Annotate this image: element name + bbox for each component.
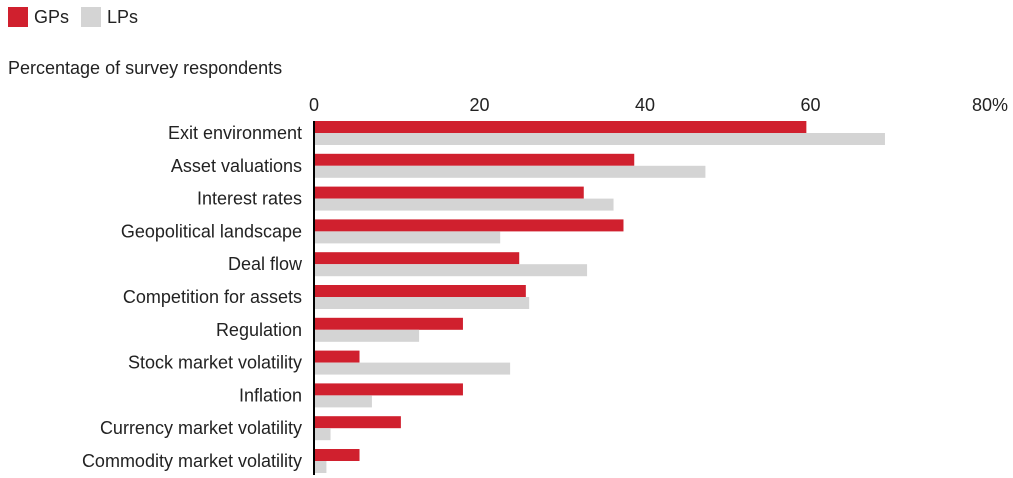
bar-gps [314,252,520,265]
x-tick-labels: 0 20 40 60 80% [309,95,1008,115]
legend-label-gps: GPs [34,7,70,27]
category-label: Geopolitical landscape [121,221,302,241]
legend-swatch-lps [81,7,102,27]
legend-item-lps: LPs [81,6,138,28]
bar-lps [314,297,530,309]
x-tick-label: 80% [972,95,1008,115]
bar-lps [314,329,420,342]
bar-gps [314,350,360,363]
bar-lps [314,231,501,244]
chart-subtitle: Percentage of survey respondents [8,58,283,78]
x-tick-label: 20 [469,95,489,115]
x-tick-label: 60 [800,95,820,115]
category-label: Exit environment [168,123,302,143]
category-label: Currency market volatility [100,418,302,438]
legend-label-lps: LPs [107,7,139,27]
bar-gps [314,285,526,297]
bar-lps [314,461,327,473]
bar-gps [314,449,360,461]
bar-gps [314,153,635,166]
legend: GPs LPs [8,6,138,28]
bar-gps [314,219,624,232]
legend-item-gps: GPs [8,6,69,28]
category-labels: Exit environment Asset valuations Interest… [82,123,303,471]
bar-gps [314,416,401,429]
category-label: Deal flow [228,254,303,274]
x-tick-label: 0 [309,95,319,115]
bar-gps [314,121,807,133]
bar-gps [314,383,463,396]
category-label: Competition for assets [123,287,302,307]
category-label: Asset valuations [171,156,302,176]
bar-lps [314,198,614,211]
legend-swatch-gps [8,7,28,27]
category-label: Interest rates [197,189,302,209]
category-label: Commodity market volatility [82,451,302,471]
bar-lps [314,264,588,277]
bar-lps [314,165,706,178]
bar-lps [314,395,372,408]
category-label: Inflation [239,385,302,405]
bar-lps [314,428,331,441]
bars [314,121,885,473]
bar-lps [314,133,885,145]
bar-lps [314,362,511,375]
category-label: Regulation [216,320,302,340]
bar-gps [314,186,584,199]
category-label: Stock market volatility [128,353,302,373]
bar-gps [314,317,463,330]
x-tick-label: 40 [635,95,655,115]
